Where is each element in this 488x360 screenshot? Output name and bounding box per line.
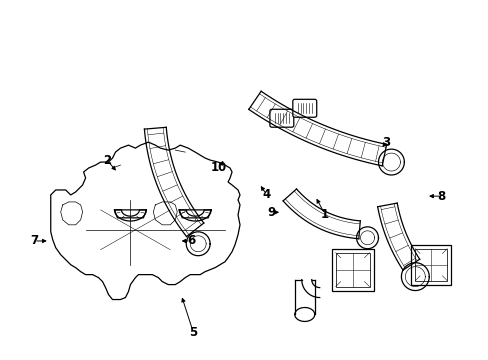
Bar	[410, 245, 450, 285]
Bar	[335, 253, 369, 287]
Polygon shape	[51, 142, 240, 300]
Polygon shape	[179, 210, 211, 218]
Text: 3: 3	[381, 136, 389, 149]
Text: 2: 2	[103, 154, 111, 167]
Bar	[331, 249, 373, 291]
Text: 4: 4	[262, 188, 270, 201]
Text: 9: 9	[266, 206, 275, 219]
Polygon shape	[377, 203, 419, 270]
Polygon shape	[401, 263, 428, 291]
Polygon shape	[179, 210, 211, 221]
FancyBboxPatch shape	[292, 99, 316, 117]
Polygon shape	[186, 232, 210, 256]
FancyBboxPatch shape	[269, 109, 293, 127]
Polygon shape	[283, 189, 360, 239]
Polygon shape	[144, 127, 203, 237]
Text: 10: 10	[210, 161, 226, 174]
Polygon shape	[114, 210, 146, 218]
Text: 1: 1	[320, 208, 328, 221]
Bar	[414, 249, 447, 280]
Text: 7: 7	[30, 234, 38, 247]
Text: 8: 8	[437, 190, 445, 203]
Polygon shape	[248, 91, 386, 166]
Polygon shape	[114, 210, 146, 221]
Polygon shape	[294, 280, 314, 315]
Polygon shape	[356, 227, 378, 249]
Text: 6: 6	[186, 234, 195, 247]
Polygon shape	[378, 149, 404, 175]
Text: 5: 5	[189, 326, 197, 339]
